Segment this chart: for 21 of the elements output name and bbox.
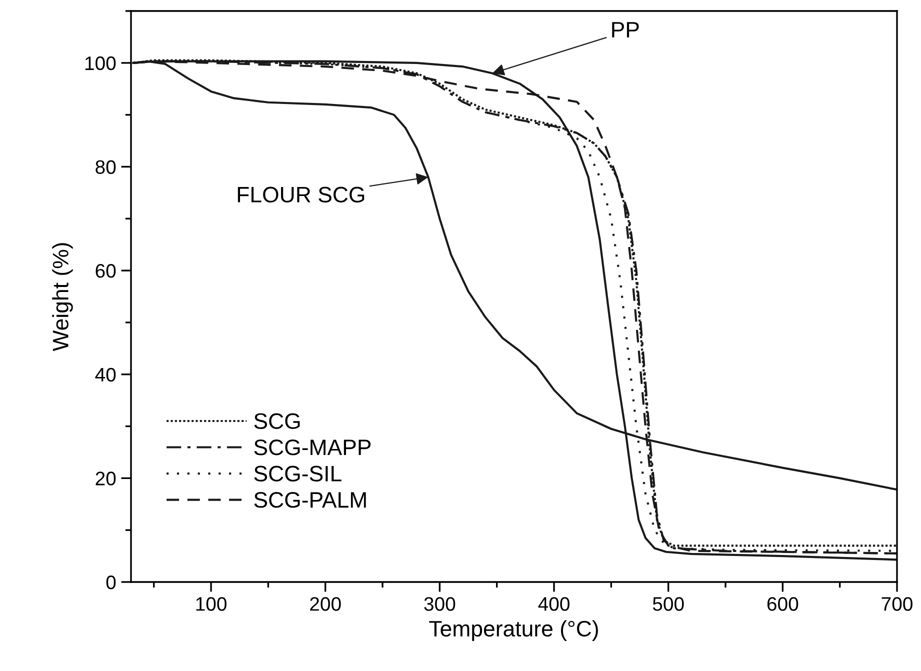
y-tick-label: 0 bbox=[106, 575, 116, 590]
x-tick-label: 600 bbox=[767, 597, 798, 611]
y-tick-label: 40 bbox=[95, 368, 116, 382]
legend-label: SCG-MAPP bbox=[254, 440, 371, 456]
x-tick-label: 300 bbox=[424, 597, 456, 611]
x-tick-label: 200 bbox=[310, 597, 341, 611]
y-tick-label: 60 bbox=[96, 264, 116, 278]
x-tick-label: 100 bbox=[196, 597, 226, 611]
annotation: PP bbox=[612, 22, 639, 38]
annotation: FLOUR SCG bbox=[238, 186, 364, 203]
legend-label: SCG bbox=[254, 413, 300, 429]
y-tick-label: 100 bbox=[85, 56, 116, 70]
y-tick-label: 80 bbox=[96, 160, 116, 174]
x-tick-label: 500 bbox=[652, 597, 684, 611]
legend-label: SCG-PALM bbox=[254, 492, 366, 508]
y-axis-title: Weight (%) bbox=[52, 243, 73, 352]
x-tick-label: 400 bbox=[538, 597, 570, 611]
x-tick-label: 700 bbox=[882, 597, 912, 611]
legend-label: SCG-SIL bbox=[254, 466, 342, 482]
y-tick-label: 20 bbox=[96, 472, 116, 486]
x-axis-title: Temperature (°C) bbox=[429, 620, 598, 641]
